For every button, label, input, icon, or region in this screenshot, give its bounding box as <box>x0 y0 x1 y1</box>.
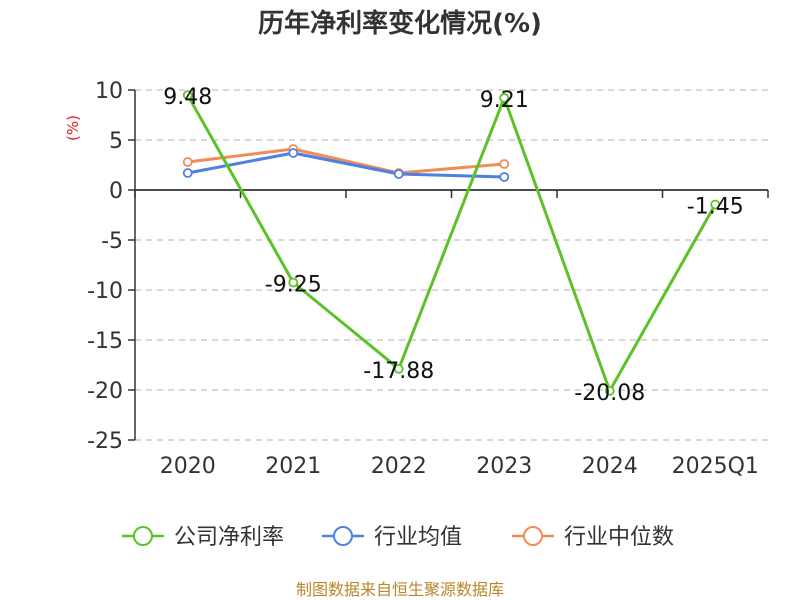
legend-marker <box>333 526 353 546</box>
data-labels: 9.48 -9.25 -17.88 9.21 -20.08 -1.45 <box>163 85 743 406</box>
data-point-company <box>499 93 510 103</box>
data-point-industry-average <box>182 168 193 178</box>
y-axis-ticks: 10 5 0 -5 -10 -15 -20 -25 <box>87 79 136 454</box>
data-point-company <box>288 277 299 288</box>
data-point-company <box>710 199 721 210</box>
x-tick-label: 2024 <box>582 454 638 479</box>
data-label: -9.25 <box>265 273 322 298</box>
y-tick-label: 5 <box>109 129 123 154</box>
legend-marker <box>523 526 543 546</box>
y-tick-label: -20 <box>87 379 123 404</box>
data-label: -1.45 <box>687 195 744 220</box>
series-line-industry-average <box>187 151 505 179</box>
data-point-industry-average <box>499 172 510 182</box>
legend: 公司净利率 行业均值 行业中位数 <box>122 525 674 550</box>
legend-marker <box>133 526 153 546</box>
x-axis: 2020 2021 2022 2023 2024 2025Q1 <box>134 189 769 479</box>
data-point-industry-median <box>182 157 193 167</box>
data-point-company <box>393 363 404 374</box>
legend-label: 行业均值 <box>374 525 462 550</box>
y-tick-label: -10 <box>87 279 123 304</box>
data-point-industry-average <box>393 169 404 179</box>
legend-label: 公司净利率 <box>174 525 284 550</box>
data-label: -17.88 <box>363 359 434 384</box>
x-tick-label: 2023 <box>476 454 532 479</box>
y-axis-label: (%) <box>64 115 82 141</box>
y-tick-label: 10 <box>95 79 123 104</box>
data-point-industry-median <box>499 159 510 169</box>
source-note: 制图数据来自恒生聚源数据库 <box>296 580 504 599</box>
x-tick-label: 2025Q1 <box>672 454 759 479</box>
legend-label: 行业中位数 <box>564 525 674 550</box>
data-point-company <box>182 90 193 101</box>
series-line-industry-median <box>187 147 505 175</box>
y-tick-label: -25 <box>87 429 123 454</box>
data-point-industry-average <box>288 148 299 158</box>
y-tick-label: 0 <box>109 179 123 204</box>
data-label: 9.21 <box>480 88 529 113</box>
data-label: -20.08 <box>574 381 645 406</box>
x-tick-label: 2022 <box>371 454 427 479</box>
data-point-company <box>604 385 615 396</box>
y-tick-label: -15 <box>87 329 123 354</box>
x-tick-label: 2021 <box>265 454 321 479</box>
series-lines <box>182 90 721 396</box>
x-tick-label: 2020 <box>160 454 216 479</box>
chart-title: 历年净利率变化情况(%) <box>258 8 542 39</box>
series-line-company <box>186 94 717 393</box>
y-tick-label: -5 <box>101 229 123 254</box>
grid-lines <box>135 89 768 441</box>
data-label: 9.48 <box>163 85 212 110</box>
